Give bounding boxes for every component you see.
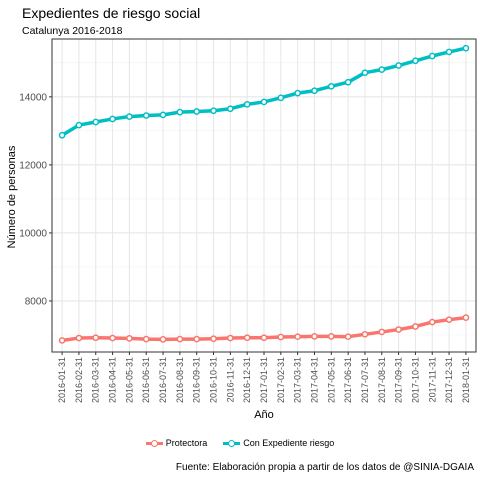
legend-key-protectora	[145, 438, 163, 448]
data-point	[428, 318, 436, 326]
x-tick-label: 2017-04-31	[309, 357, 319, 403]
x-tick-label: 2017-05-31	[326, 357, 336, 403]
data-point	[193, 335, 201, 343]
data-point	[361, 69, 369, 77]
y-axis: 8000 10000 12000 14000	[19, 92, 52, 307]
data-point	[109, 334, 116, 342]
data-point	[58, 131, 66, 139]
data-point	[294, 333, 302, 341]
x-tick-label: 2016-09-31	[192, 357, 202, 403]
data-point	[226, 105, 234, 113]
x-tick-label: 2016-11-31	[225, 357, 235, 402]
x-tick-label: 2017-06-31	[343, 357, 353, 403]
chart-subtitle: Catalunya 2016-2018	[22, 25, 123, 37]
data-point	[327, 333, 335, 340]
y-tick-label: 14000	[19, 92, 47, 103]
x-axis-title: Año	[254, 409, 274, 421]
x-tick-label: 2017-02-31	[276, 357, 286, 403]
x-axis: 2016-01-31 2016-02-31 2016-03-31 2016-04-31…	[57, 352, 471, 403]
x-tick-label: 2016-06-31	[141, 357, 151, 403]
x-tick-label: 2017-10-31	[410, 357, 420, 403]
x-tick-label: 2016-04-31	[108, 357, 118, 403]
data-point	[109, 115, 116, 123]
grid	[52, 39, 476, 352]
legend: Protectora Con Expediente riesgo	[0, 438, 480, 448]
data-point	[445, 48, 453, 56]
data-point	[159, 111, 167, 119]
y-axis-title: Número de personas	[6, 145, 18, 248]
x-tick-label: 2016-08-31	[175, 357, 185, 403]
x-tick-label: 2016-12-31	[242, 357, 252, 403]
data-point	[462, 314, 470, 321]
data-point	[395, 62, 402, 69]
data-point	[159, 336, 167, 343]
data-point	[445, 316, 453, 324]
x-tick-label: 2016-07-31	[158, 357, 168, 403]
x-tick-label: 2016-01-31	[57, 357, 67, 403]
data-point	[92, 334, 100, 342]
data-point	[126, 113, 133, 120]
x-tick-label: 2017-03-31	[293, 357, 303, 403]
data-point	[210, 335, 217, 343]
series-layer	[58, 44, 470, 344]
x-tick-label: 2017-09-31	[394, 357, 404, 403]
data-point	[142, 335, 150, 343]
series-protectora	[58, 314, 470, 344]
legend-item-protectora: Protectora	[145, 438, 208, 448]
x-tick-label: 2017-01-31	[259, 357, 269, 403]
series-con-expediente-riesgo	[58, 44, 470, 139]
legend-label-riesgo: Con Expediente riesgo	[243, 438, 335, 448]
x-tick-label: 2017-08-31	[377, 357, 387, 403]
x-tick-label: 2018-01-31	[461, 357, 471, 403]
chart-title: Expedientes de riesgo social	[22, 5, 201, 21]
data-point	[428, 52, 436, 60]
x-tick-label: 2016-03-31	[91, 357, 101, 403]
data-point	[176, 108, 184, 116]
x-tick-label: 2016-05-31	[124, 357, 134, 403]
data-point	[243, 100, 251, 108]
data-point	[311, 87, 318, 95]
data-point	[395, 326, 402, 333]
x-tick-label: 2017-12-31	[444, 357, 454, 403]
data-point	[327, 82, 335, 90]
data-point	[294, 89, 302, 97]
legend-item-riesgo: Con Expediente riesgo	[223, 438, 334, 448]
data-point	[412, 57, 419, 65]
legend-label-protectora: Protectora	[165, 438, 208, 448]
data-point	[378, 66, 386, 73]
y-tick-label: 10000	[19, 228, 47, 239]
data-point	[260, 98, 268, 106]
y-tick-label: 12000	[19, 160, 47, 171]
y-tick-label: 8000	[25, 296, 48, 307]
data-point	[243, 334, 251, 342]
data-point	[193, 108, 201, 115]
x-tick-label: 2017-11-31	[427, 357, 437, 402]
chart-caption: Fuente: Elaboración propia a partir de l…	[175, 462, 474, 473]
data-point	[75, 334, 83, 342]
data-point	[344, 333, 352, 341]
data-point	[226, 334, 234, 342]
x-tick-label: 2016-02-31	[74, 357, 84, 403]
data-point	[361, 330, 369, 338]
x-tick-label: 2016-10-31	[209, 357, 219, 403]
data-point	[58, 337, 66, 344]
x-tick-label: 2017-07-31	[360, 357, 370, 403]
data-point	[176, 335, 184, 343]
data-point	[344, 78, 352, 86]
data-point	[277, 94, 285, 102]
data-point	[210, 107, 217, 115]
data-point	[126, 335, 133, 342]
data-point	[260, 334, 268, 342]
data-point	[378, 328, 386, 336]
data-point	[92, 118, 100, 126]
data-point	[277, 333, 285, 341]
data-point	[75, 121, 83, 129]
data-point	[462, 44, 470, 52]
data-point	[412, 323, 419, 330]
data-point	[142, 112, 150, 119]
legend-key-riesgo	[223, 438, 241, 448]
data-point	[311, 333, 318, 340]
